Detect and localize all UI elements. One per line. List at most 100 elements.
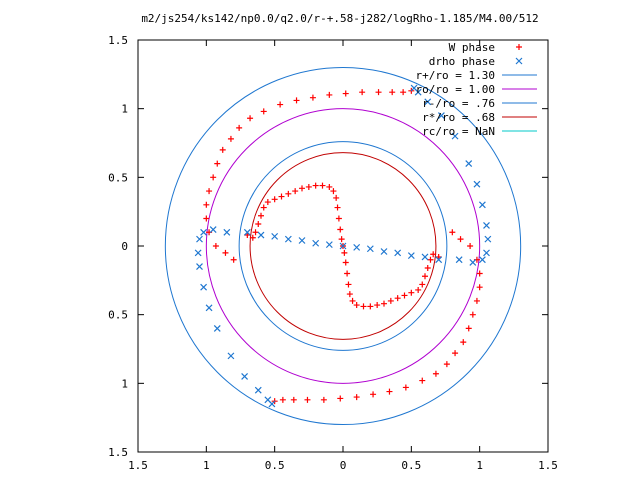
data-point <box>360 303 367 310</box>
data-point <box>284 235 292 243</box>
data-point <box>290 396 297 403</box>
data-point <box>260 108 267 115</box>
data-point <box>465 325 472 332</box>
data-point <box>255 221 262 228</box>
data-point <box>337 226 344 233</box>
reference-circle-2 <box>238 141 448 351</box>
data-point <box>407 252 415 260</box>
data-point <box>212 243 219 249</box>
legend-label: r*/ro = .68 <box>422 111 495 124</box>
data-point <box>465 160 473 168</box>
data-point <box>353 302 360 309</box>
data-point <box>312 239 320 247</box>
data-point <box>469 259 477 266</box>
data-point <box>260 204 267 211</box>
y-tick-label: 1 <box>121 103 128 116</box>
data-point <box>271 196 278 203</box>
data-point <box>223 228 231 236</box>
data-point <box>467 243 474 249</box>
data-point <box>478 256 486 264</box>
reference-circle-0 <box>164 66 522 426</box>
legend-swatch <box>515 57 523 65</box>
data-point <box>337 395 344 402</box>
data-point <box>330 188 337 195</box>
data-point <box>305 183 312 190</box>
data-point <box>483 249 490 257</box>
data-point <box>309 94 316 101</box>
data-point <box>214 160 221 167</box>
data-point <box>326 91 333 98</box>
legend-label: r+/ro = 1.30 <box>416 69 495 82</box>
data-point <box>427 256 434 263</box>
data-point <box>326 183 333 190</box>
data-point <box>408 289 415 296</box>
data-point <box>196 235 203 243</box>
data-point <box>346 291 353 298</box>
series-1 <box>194 84 492 408</box>
data-point <box>483 221 490 229</box>
data-point <box>389 89 396 96</box>
data-point <box>227 135 234 142</box>
legend-label: W phase <box>449 41 495 54</box>
data-point <box>359 89 366 96</box>
data-point <box>258 212 264 219</box>
data-point <box>243 228 251 236</box>
data-point <box>415 286 422 293</box>
data-point <box>387 297 394 304</box>
data-point <box>452 350 459 357</box>
data-point <box>293 97 300 104</box>
data-point <box>473 297 480 304</box>
data-point <box>374 302 381 309</box>
x-tick-label: 1 <box>203 459 210 472</box>
data-point <box>257 231 265 239</box>
data-point <box>402 384 409 391</box>
legend-label: rc/ro = NaN <box>422 125 495 138</box>
y-tick-label: 0 <box>121 240 128 253</box>
data-point <box>227 352 235 360</box>
data-point <box>366 245 374 253</box>
y-tick-label: 1.5 <box>108 446 128 459</box>
data-point <box>222 249 229 256</box>
data-point <box>339 242 347 250</box>
data-point <box>435 256 443 264</box>
data-point <box>394 249 402 257</box>
data-point <box>451 132 459 140</box>
data-point <box>333 194 340 201</box>
data-point <box>319 182 326 189</box>
data-point <box>400 89 407 96</box>
x-tick-label: 0.5 <box>401 459 421 472</box>
data-point <box>419 377 426 384</box>
data-point <box>424 264 431 271</box>
data-point <box>292 188 299 195</box>
y-tick-label: 0.5 <box>108 309 128 322</box>
data-point <box>424 98 432 106</box>
x-tick-label: 0.5 <box>265 459 285 472</box>
y-tick-label: 1.5 <box>108 34 128 47</box>
data-point <box>401 292 408 299</box>
data-point <box>203 201 210 208</box>
data-point <box>342 259 349 266</box>
data-point <box>219 146 226 153</box>
data-point <box>196 263 203 271</box>
y-tick-label: 0.5 <box>108 171 128 184</box>
legend-label: drho phase <box>429 55 495 68</box>
data-point <box>205 304 213 312</box>
data-point <box>277 101 284 108</box>
legend-label: ro/ro = 1.00 <box>416 83 495 96</box>
data-point <box>353 394 360 401</box>
x-tick-label: 1.5 <box>538 459 558 472</box>
data-point <box>437 112 445 119</box>
data-point <box>279 396 286 403</box>
x-tick-label: 1 <box>476 459 483 472</box>
data-point <box>460 339 467 346</box>
data-point <box>278 193 285 200</box>
data-point <box>254 386 262 394</box>
data-point <box>299 185 305 192</box>
chart-title: m2/js254/ks142/np0.0/q2.0/r-+.58-j282/lo… <box>141 12 538 25</box>
axes-layer: 1.5 1 0.5 0 0.5 1 1.51.510.500.511.5 <box>108 34 558 472</box>
data-point <box>252 229 259 236</box>
data-point <box>430 251 437 258</box>
data-point <box>476 284 483 291</box>
data-point <box>200 228 208 236</box>
legend-swatch <box>516 44 522 50</box>
